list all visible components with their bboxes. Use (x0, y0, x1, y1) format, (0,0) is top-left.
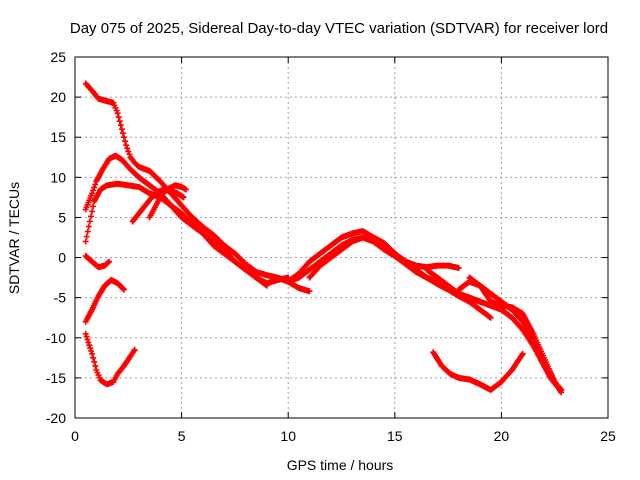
y-tick-label: -10 (46, 330, 66, 346)
data-points (82, 80, 565, 396)
y-tick-label: 10 (50, 169, 66, 185)
y-tick-label: 5 (58, 209, 66, 225)
series-track-h (82, 330, 138, 388)
series-track-k (306, 234, 494, 321)
y-tick-label: -5 (54, 290, 67, 306)
grid-lines (75, 57, 608, 418)
x-tick-label: 20 (494, 428, 510, 444)
data-point-markers (146, 182, 189, 221)
series-track-o (430, 349, 526, 393)
series-track-n (466, 274, 565, 393)
data-point-markers (82, 330, 138, 388)
y-tick-label: 0 (58, 250, 66, 266)
y-tick-label: 20 (50, 89, 66, 105)
data-point-markers (82, 180, 270, 289)
axis-ticks: 0 5 10 15 20 25 -20 -15 -10 -5 0 5 10 15 20 25 (46, 49, 616, 444)
chart-title: Day 075 of 2025, Sidereal Day-to-day VTE… (70, 20, 608, 37)
x-tick-label: 5 (178, 428, 186, 444)
data-point-markers (466, 274, 565, 393)
x-tick-label: 15 (387, 428, 403, 444)
series-track-e (146, 182, 189, 221)
x-tick-label: 10 (280, 428, 296, 444)
y-axis-label: SDTVAR / TECUs (6, 182, 22, 294)
y-tick-label: -20 (46, 410, 66, 426)
series-track-g (82, 277, 127, 325)
y-tick-label: -15 (46, 370, 66, 386)
x-tick-label: 25 (600, 428, 616, 444)
data-point-markers (82, 277, 127, 325)
x-axis-label: GPS time / hours (287, 457, 394, 473)
data-point-markers (306, 234, 494, 321)
x-tick-label: 0 (71, 428, 79, 444)
data-point-markers (82, 253, 113, 271)
data-point-markers (430, 349, 526, 393)
series-track-f (82, 253, 113, 271)
series-track-c (82, 180, 270, 289)
y-tick-label: 25 (50, 49, 66, 65)
y-tick-label: 15 (50, 129, 66, 145)
plot-frame (74, 56, 609, 419)
